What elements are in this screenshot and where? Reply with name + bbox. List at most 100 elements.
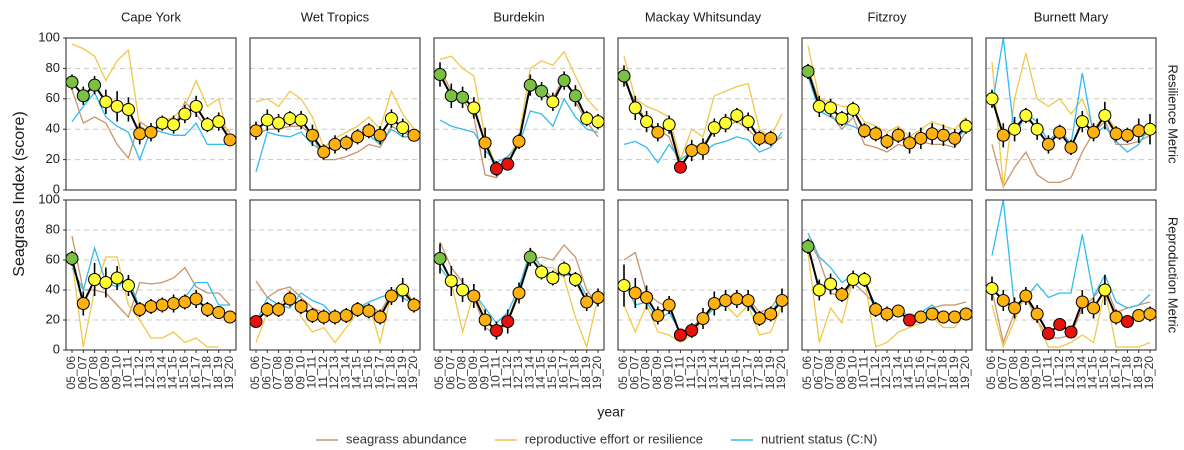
x-tick-label: 09_10 — [109, 356, 123, 390]
x-tick-label: 14_15 — [350, 356, 364, 390]
index-point — [812, 99, 826, 113]
index-point — [628, 286, 642, 300]
x-tick-label: 16_17 — [188, 356, 202, 390]
index-point — [1143, 122, 1157, 136]
x-tick-label: 19_20 — [958, 356, 972, 390]
index-point — [903, 136, 917, 150]
y-tick-label: 60 — [46, 90, 60, 105]
index-point — [121, 102, 135, 116]
index-point — [283, 112, 297, 126]
index-point — [76, 89, 90, 103]
x-tick-label: 06_07 — [443, 356, 457, 390]
index-point — [1098, 283, 1112, 297]
index-point — [591, 115, 605, 129]
index-point — [651, 309, 665, 322]
x-tick-label: 15_16 — [913, 356, 927, 390]
index-point — [1041, 137, 1055, 151]
index-point — [580, 295, 594, 309]
index-point — [1008, 301, 1022, 315]
index-point — [407, 298, 421, 312]
index-point — [362, 124, 376, 138]
index-point — [1109, 127, 1123, 141]
index-point — [133, 303, 147, 316]
index-point — [801, 240, 815, 253]
x-tick-label: 14_15 — [902, 356, 916, 390]
y-tick-label: 0 — [53, 181, 60, 196]
x-tick-label: 13_14 — [154, 356, 168, 390]
index-point — [936, 128, 950, 142]
panel-border — [985, 37, 1157, 191]
index-point — [339, 136, 353, 150]
index-point — [178, 107, 192, 121]
index-point — [88, 78, 102, 92]
x-tick-label: 12_13 — [143, 356, 157, 390]
x-tick-label: 17_18 — [568, 356, 582, 390]
index-point — [1075, 115, 1089, 129]
x-tick-label: 14_15 — [534, 356, 548, 390]
panel-border — [617, 199, 789, 351]
index-point — [685, 324, 699, 337]
row-strip-label: Resilience Metric — [1166, 65, 1181, 164]
index-point — [546, 95, 560, 109]
x-tick-label: 05_06 — [248, 356, 262, 390]
index-point — [407, 128, 421, 142]
y-tick-label: 80 — [46, 60, 60, 75]
x-tick-label: 19_20 — [222, 356, 236, 390]
index-point — [1098, 109, 1112, 123]
index-point — [1053, 125, 1067, 139]
x-tick-label: 13_14 — [338, 356, 352, 390]
y-axis-label: Seagrass Index (score) — [11, 111, 28, 276]
index-point — [212, 306, 226, 319]
index-point — [1120, 315, 1134, 328]
index-point — [456, 283, 470, 297]
index-point — [801, 64, 815, 78]
index-point — [351, 130, 365, 144]
index-point — [396, 283, 410, 297]
legend-label: seagrass abundance — [346, 431, 467, 446]
index-point — [557, 74, 571, 88]
index-point — [260, 303, 274, 316]
panel-border — [433, 199, 605, 351]
x-tick-label: 08_09 — [650, 356, 664, 390]
index-point — [384, 289, 398, 303]
index-point — [272, 116, 286, 130]
index-point — [673, 160, 687, 174]
index-point — [775, 294, 789, 307]
index-point — [985, 92, 999, 106]
index-point — [580, 112, 594, 126]
x-tick-label: 15_16 — [1097, 356, 1111, 390]
x-tick-label: 06_07 — [811, 356, 825, 390]
x-tick-label: 13_14 — [522, 356, 536, 390]
x-tick-label: 18_19 — [1131, 356, 1145, 390]
x-tick-label: 19_20 — [590, 356, 604, 390]
x-tick-label: 13_14 — [1074, 356, 1088, 390]
x-tick-label: 08_09 — [98, 356, 112, 390]
index-point — [891, 128, 905, 142]
x-tick-label: 07_08 — [1007, 356, 1021, 390]
metric-line — [807, 252, 967, 348]
index-point — [936, 310, 950, 324]
index-point — [1030, 307, 1044, 321]
x-tick-label: 10_11 — [673, 356, 687, 389]
y-tick-label: 0 — [53, 341, 60, 356]
y-tick-label: 100 — [38, 191, 60, 206]
panel-border — [801, 37, 973, 191]
index-point — [824, 101, 838, 115]
x-tick-label: 13_14 — [890, 356, 904, 390]
panel-border — [65, 37, 237, 191]
x-tick-label: 16_17 — [372, 356, 386, 390]
index-point — [489, 324, 503, 337]
index-point — [903, 313, 917, 327]
index-point — [328, 310, 342, 324]
x-tick-label: 05_06 — [984, 356, 998, 390]
x-tick-label: 07_08 — [271, 356, 285, 390]
index-point — [880, 134, 894, 148]
index-point — [1132, 309, 1146, 322]
y-tick-label: 60 — [46, 251, 60, 266]
index-point — [1132, 124, 1146, 138]
index-point — [489, 162, 503, 176]
x-tick-label: 07_08 — [823, 356, 837, 390]
legend-label: nutrient status (C:N) — [761, 431, 877, 446]
y-tick-label: 20 — [46, 311, 60, 326]
x-tick-label: 06_07 — [627, 356, 641, 390]
